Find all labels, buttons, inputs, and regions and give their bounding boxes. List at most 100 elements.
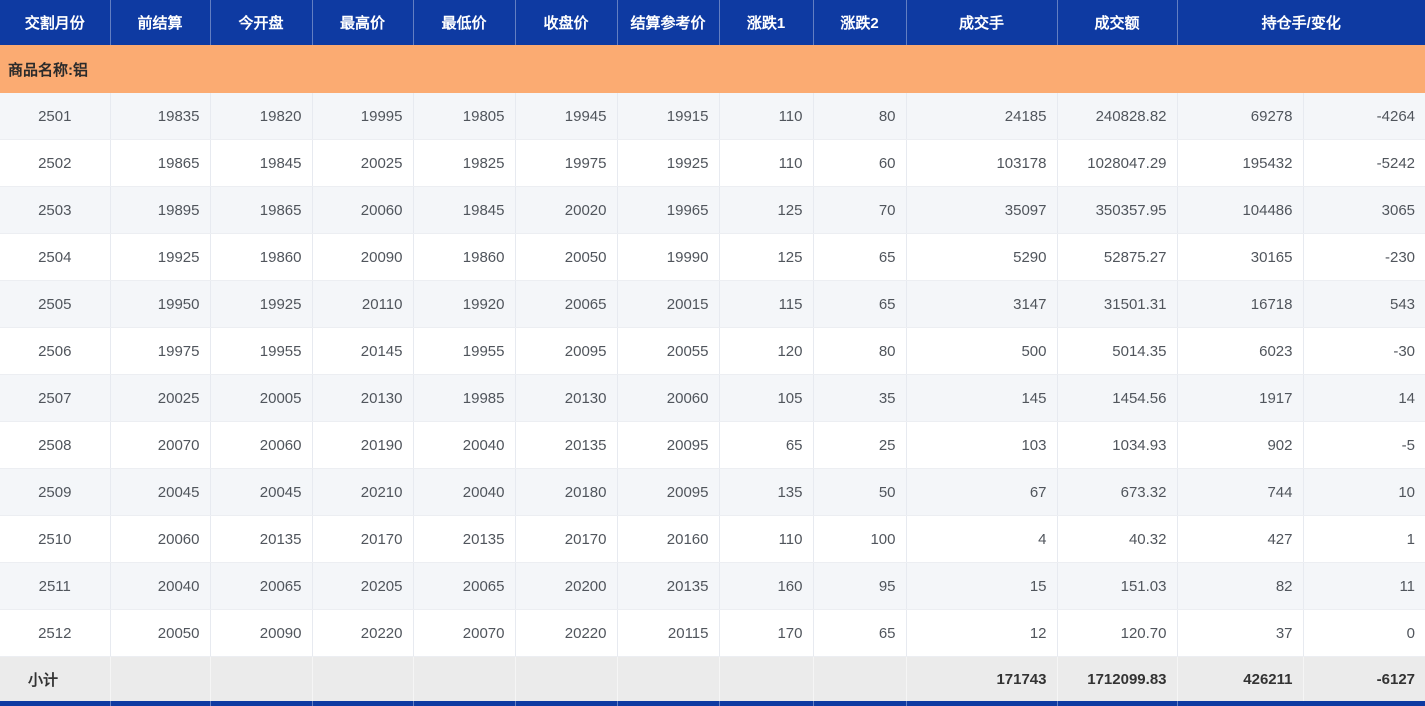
cell-value: 19895 [109, 186, 210, 234]
cell-value: 5290 [905, 233, 1057, 281]
cell-value: 20040 [412, 468, 515, 516]
cell-value: 20130 [311, 374, 413, 422]
cell-value: 0 [1302, 609, 1425, 657]
col-header-volume: 成交手 [905, 0, 1057, 45]
cell-value: 1034.93 [1056, 421, 1177, 469]
cell-value: 35097 [905, 186, 1057, 234]
cell-value: 20060 [209, 421, 312, 469]
cell-delivery-month: 2507 [0, 374, 110, 422]
cell-value: 145 [905, 374, 1057, 422]
col-header-change1: 涨跌1 [718, 0, 813, 45]
col-header-prev-settlement: 前结算 [109, 0, 210, 45]
cell-value: 20110 [311, 280, 413, 328]
cell-value: 19845 [209, 139, 312, 187]
cell-value: 20180 [514, 468, 617, 516]
cell-value: 19925 [209, 280, 312, 328]
cell-value: 5014.35 [1056, 327, 1177, 375]
cell-value: 19955 [412, 327, 515, 375]
cell-value: 350357.95 [1056, 186, 1177, 234]
cell-value: 20170 [514, 515, 617, 563]
cell-value: 80 [812, 93, 906, 140]
subtotal-empty-cell [514, 656, 617, 701]
subtotal-empty-cell [109, 656, 210, 701]
cell-value: 110 [718, 515, 813, 563]
cell-value: 20040 [412, 421, 515, 469]
cell-value: 103178 [905, 139, 1057, 187]
cell-value: 19825 [412, 139, 515, 187]
cell-value: 65 [718, 421, 813, 469]
cell-value: 19920 [412, 280, 515, 328]
cell-value: 12 [905, 609, 1057, 657]
cell-value: 115 [718, 280, 813, 328]
table-header: 交割月份 前结算 今开盘 最高价 最低价 收盘价 结算参考价 涨跌1 涨跌2 成… [0, 0, 1425, 45]
cell-value: 20160 [616, 515, 719, 563]
col-header-open-interest-change: 持仓手/变化 [1176, 0, 1425, 45]
cell-value: 19955 [209, 327, 312, 375]
cell-value: 50 [812, 468, 906, 516]
cell-value: 20210 [311, 468, 413, 516]
cell-value: 40.32 [1056, 515, 1177, 563]
cell-value: 20050 [109, 609, 210, 657]
cell-value: 1917 [1176, 374, 1303, 422]
cell-value: 19945 [514, 93, 617, 140]
cell-value: 19965 [616, 186, 719, 234]
cell-delivery-month: 2510 [0, 515, 110, 563]
table-row: 2503 19895 19865 20060 19845 20020 19965 125 70 3… [0, 186, 1425, 234]
commodity-group-label: 商品名称:铝 [0, 45, 1425, 93]
col-header-open: 今开盘 [209, 0, 312, 45]
cell-value: 65 [812, 280, 906, 328]
subtotal-row: 小计 171743 1712099.83 426211 -6127 [0, 656, 1425, 701]
cell-value: 902 [1176, 421, 1303, 469]
cell-value: 70 [812, 186, 906, 234]
cell-value: 427 [1176, 515, 1303, 563]
cell-value: 20095 [514, 327, 617, 375]
cell-delivery-month: 2503 [0, 186, 110, 234]
cell-value: 35 [812, 374, 906, 422]
cell-value: 20040 [109, 562, 210, 610]
cell-value: 673.32 [1056, 468, 1177, 516]
cell-delivery-month: 2508 [0, 421, 110, 469]
cell-value: 20060 [311, 186, 413, 234]
cell-value: 20200 [514, 562, 617, 610]
cell-value: 20065 [412, 562, 515, 610]
cell-value: 6023 [1176, 327, 1303, 375]
cell-value: 3147 [905, 280, 1057, 328]
subtotal-empty-cell [616, 656, 719, 701]
cell-value: 195432 [1176, 139, 1303, 187]
cell-value: 120 [718, 327, 813, 375]
cell-value: 20135 [209, 515, 312, 563]
cell-value: 1028047.29 [1056, 139, 1177, 187]
next-section-header-partial [0, 701, 1425, 706]
cell-value: 11 [1302, 562, 1425, 610]
cell-value: 19805 [412, 93, 515, 140]
cell-value: -30 [1302, 327, 1425, 375]
cell-value: 25 [812, 421, 906, 469]
cell-value: 20070 [412, 609, 515, 657]
cell-value: 95 [812, 562, 906, 610]
cell-value: 19860 [209, 233, 312, 281]
cell-value: 19985 [412, 374, 515, 422]
cell-value: 37 [1176, 609, 1303, 657]
cell-value: 104486 [1176, 186, 1303, 234]
cell-value: 20115 [616, 609, 719, 657]
cell-value: 60 [812, 139, 906, 187]
cell-value: 20045 [109, 468, 210, 516]
cell-value: 20005 [209, 374, 312, 422]
cell-value: 500 [905, 327, 1057, 375]
cell-value: 19835 [109, 93, 210, 140]
cell-value: 105 [718, 374, 813, 422]
subtotal-empty-cell [812, 656, 906, 701]
cell-value: 19865 [109, 139, 210, 187]
cell-value: 20025 [311, 139, 413, 187]
cell-value: 20065 [514, 280, 617, 328]
cell-value: 20090 [311, 233, 413, 281]
cell-value: 65 [812, 233, 906, 281]
cell-value: 20135 [616, 562, 719, 610]
cell-value: 19915 [616, 93, 719, 140]
cell-value: 20020 [514, 186, 617, 234]
table-row: 2504 19925 19860 20090 19860 20050 19990 125 65 5… [0, 233, 1425, 281]
table-row: 2501 19835 19820 19995 19805 19945 19915 110 80 2… [0, 93, 1425, 140]
cell-value: 19975 [109, 327, 210, 375]
cell-value: 543 [1302, 280, 1425, 328]
cell-value: -4264 [1302, 93, 1425, 140]
